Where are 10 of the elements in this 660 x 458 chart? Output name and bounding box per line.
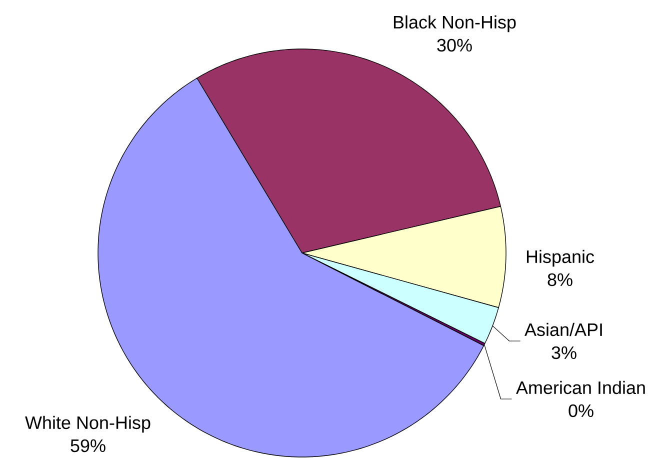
data-label: 0% bbox=[568, 404, 594, 418]
data-label: 3% bbox=[552, 346, 576, 360]
slice-label: Hispanic bbox=[526, 250, 594, 267]
data-label: 59% bbox=[70, 439, 106, 452]
slice-label: White Non-Hisp bbox=[25, 416, 150, 433]
data-label: 30% bbox=[437, 38, 472, 52]
slice-label: Asian/API bbox=[524, 322, 602, 336]
slice-label: American Indian bbox=[516, 380, 645, 394]
slice-label: Black Non-Hisp bbox=[394, 15, 516, 32]
data-label: 8% bbox=[548, 273, 572, 286]
